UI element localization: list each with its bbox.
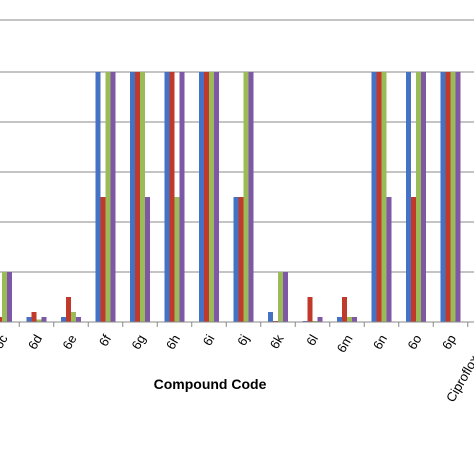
bar-6p-s3 [450,72,456,322]
bar-6f-s4 [110,72,116,322]
gridlines [0,19,474,273]
bar-6p-s1 [440,72,446,322]
x-tick-label-6d: 6d [25,332,45,352]
bar-6c-s3 [2,272,7,322]
x-axis-title: Compound Code [154,376,267,392]
bar-6c-s4 [7,272,12,322]
x-tick-label-6l: 6l [303,332,321,348]
bar-6j-s1 [233,197,239,322]
bar-6k-s1 [268,312,273,322]
bar-6k-s4 [283,272,288,322]
x-tick-label-6e: 6e [59,332,79,352]
bar-6n-s3 [381,72,387,322]
bar-6h-s4 [179,72,185,322]
x-tick-label-6p: 6p [439,332,459,352]
bar-6h-s1 [164,72,170,322]
bar-6c-s2 [0,317,2,322]
bar-6i-s1 [199,72,204,322]
x-tick-labels: 6c 6d 6e 6f 6g 6h 6i 6j 6k 6l 6m 6n 6o 6pCiprofloxaci… [0,332,474,405]
bar-6p-s4 [455,72,461,322]
bar-6p-s2 [445,72,451,322]
bar-6g-s2 [135,72,140,322]
bar-6o-s1 [406,72,411,322]
bar-6i-s4 [214,72,219,322]
bar-6m-s1 [337,317,342,322]
x-tick-label-6n: 6n [370,332,390,352]
bar-6f-s2 [100,197,106,322]
bar-6o-s3 [416,72,421,322]
x-tick-label-6j: 6j [234,332,252,348]
bar-6d-s1 [26,317,32,322]
bar-6j-s4 [248,72,254,322]
bar-6e-s1 [61,317,66,322]
bar-6f-s1 [95,72,101,322]
bar-6i-s3 [209,72,214,322]
bar-6n-s4 [386,197,392,322]
bar-6h-s2 [169,72,175,322]
bar-6l-s4 [317,317,323,322]
bar-6g-s1 [130,72,135,322]
x-tick-label-6k: 6k [267,332,287,352]
x-tick-label-6h: 6h [163,332,183,352]
bar-6n-s2 [376,72,382,322]
x-tick-label-6g: 6g [128,332,148,352]
bar-6j-s3 [243,72,249,322]
bar-6o-s2 [411,197,416,322]
bar-6j-s2 [238,197,244,322]
bar-6e-s3 [71,312,76,322]
bar-6d-s4 [41,317,47,322]
bar-6d-s2 [31,312,37,322]
bar-6f-s3 [105,72,111,322]
x-tick-label-6m: 6m [334,332,356,355]
bar-6m-s3 [347,317,352,322]
bar-6l-s2 [307,297,313,322]
bar-6e-s2 [66,297,71,322]
bar-6n-s1 [371,72,377,322]
bar-6e-s4 [76,317,81,322]
bar-6i-s2 [204,72,209,322]
bar-6g-s4 [145,197,150,322]
x-tick-label-6f: 6f [96,332,115,349]
x-tick-label-6c: 6c [0,332,11,352]
x-tick-label-6i: 6i [200,332,218,348]
bar-6m-s2 [342,297,347,322]
x-tick-label-6o: 6o [404,332,424,352]
bar-6g-s3 [140,72,145,322]
bar-6k-s3 [278,272,283,322]
bar-6m-s4 [352,317,357,322]
bar-6o-s4 [421,72,426,322]
bar-6h-s3 [174,197,180,322]
bar-series [0,72,469,327]
bar-6d-s3 [36,319,42,322]
